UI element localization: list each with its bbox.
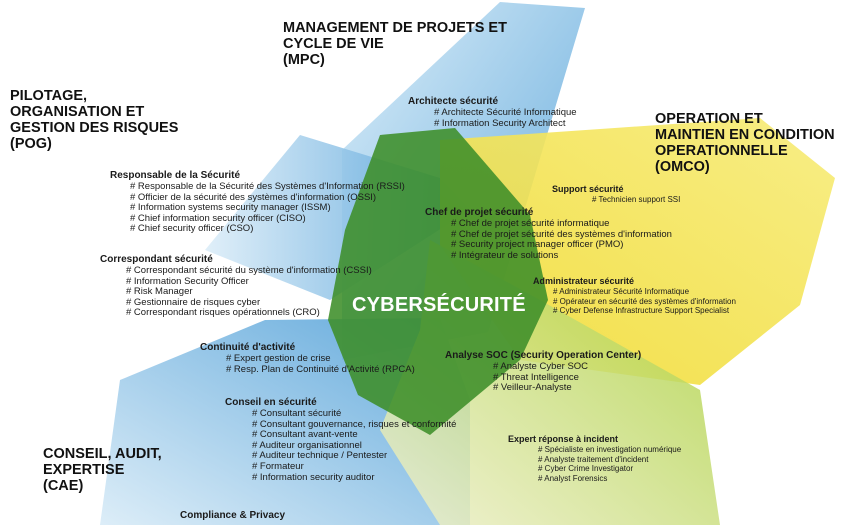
role-chef-projet: Chef de projet sécurité # Chef de projet…	[425, 207, 672, 261]
role-item: # Correspondant sécurité du système d'in…	[126, 265, 372, 276]
role-continuite: Continuité d'activité # Expert gestion d…	[200, 342, 415, 375]
role-item: # Auditeur technique / Pentester	[252, 450, 388, 462]
role-item: # Threat Intelligence	[493, 371, 579, 383]
role-item: # Opérateur en sécurité des systèmes d'i…	[553, 296, 736, 306]
role-item: # Spécialiste en investigation numérique	[538, 445, 682, 454]
role-item: # Information systems security manager (…	[130, 202, 331, 214]
role-item: # Risk Manager	[126, 286, 193, 298]
role-item: # Consultant sécurité	[252, 408, 342, 419]
role-item: # Consultant avant-vente	[252, 429, 358, 441]
role-item: # Chef de projet sécurité des systèmes d…	[451, 228, 672, 240]
role-title: Expert réponse à incident	[508, 434, 619, 444]
role-item: # Chief security officer (CSO)	[130, 223, 254, 235]
region-title-cae: CONSEIL, AUDIT, EXPERTISE (CAE)	[43, 446, 162, 494]
region-title-omco: OPERATION ET MAINTIEN EN CONDITION OPERA…	[655, 111, 835, 175]
role-item: # Security project manager officer (PMO)	[451, 239, 624, 251]
role-expert-incident: Expert réponse à incident # Spécialiste …	[508, 434, 681, 483]
role-title: Continuité d'activité	[200, 342, 296, 353]
role-item: # Chef de projet sécurité informatique	[451, 218, 610, 229]
role-item: # Architecte Sécurité Informatique	[434, 107, 577, 118]
role-item: # Correspondant risques opérationnels (C…	[126, 307, 320, 319]
role-item: # Cyber Crime Investigator	[538, 464, 634, 474]
center-label: CYBERSÉCURITÉ	[352, 294, 526, 316]
role-title: Analyse SOC (Security Operation Center)	[445, 350, 642, 361]
role-conseil: Conseil en sécurité # Consultant sécurit…	[225, 397, 456, 483]
role-item: # Information Security Architect	[434, 117, 566, 129]
role-title: Support sécurité	[552, 184, 624, 194]
role-item: # Veilleur-Analyste	[493, 382, 572, 394]
role-title: Compliance & Privacy	[180, 510, 286, 521]
role-item: # Technicien support SSI	[592, 195, 681, 204]
role-title: Architecte sécurité	[408, 96, 499, 107]
role-item: # Formateur	[252, 460, 304, 472]
role-title: Chef de projet sécurité	[425, 207, 534, 218]
role-item: # Chief information security officer (CI…	[130, 212, 306, 224]
role-item: # Consultant gouvernance, risques et con…	[252, 418, 457, 430]
role-architecte: Architecte sécurité # Architecte Sécurit…	[408, 96, 577, 129]
role-item: # Intégrateur de solutions	[451, 249, 559, 261]
role-item: # Information security auditor	[252, 471, 375, 483]
role-support: Support sécurité # Technicien support SS…	[552, 184, 680, 205]
role-title: Responsable de la Sécurité	[110, 170, 241, 181]
role-soc: Analyse SOC (Security Operation Center) …	[445, 350, 641, 394]
region-title-pog: PILOTAGE, ORGANISATION ET GESTION DES RI…	[10, 88, 179, 152]
role-item: # Information Security Officer	[126, 275, 249, 287]
role-rssi: Responsable de la Sécurité # Responsable…	[110, 170, 405, 235]
role-item: # Officier de la sécurité des systèmes d…	[130, 191, 377, 203]
role-item: # Responsable de la Sécurité des Système…	[130, 181, 405, 192]
cybersecurity-core	[328, 128, 548, 435]
role-item: # Administrateur Sécurité Informatique	[553, 287, 690, 296]
role-item: # Resp. Plan de Continuité d'Activité (R…	[226, 363, 415, 375]
region-title-mpc: MANAGEMENT DE PROJETS ET CYCLE DE VIE (M…	[283, 20, 507, 68]
role-item: # Cyber Defense Infrastructure Support S…	[553, 306, 730, 316]
role-title: Correspondant sécurité	[100, 254, 213, 265]
role-item: # Analyste traitement d'incident	[538, 454, 649, 464]
role-item: # Analyst Forensics	[538, 473, 608, 483]
role-item: # Gestionnaire de risques cyber	[126, 296, 261, 308]
role-title: Conseil en sécurité	[225, 397, 317, 408]
role-item: # Auditeur organisationnel	[252, 439, 362, 451]
role-item: # Analyste Cyber SOC	[493, 361, 589, 372]
role-item: # Expert gestion de crise	[226, 353, 331, 364]
role-title: Administrateur sécurité	[533, 276, 635, 286]
role-correspondant: Correspondant sécurité # Correspondant s…	[100, 254, 372, 319]
role-admin: Administrateur sécurité # Administrateur…	[533, 276, 736, 316]
role-compliance: Compliance & Privacy	[180, 510, 285, 522]
